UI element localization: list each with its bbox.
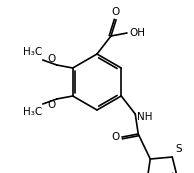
Text: O: O xyxy=(112,7,120,17)
Text: OH: OH xyxy=(129,28,145,38)
Text: O: O xyxy=(111,132,119,142)
Text: S: S xyxy=(175,144,182,154)
Text: H₃C: H₃C xyxy=(23,47,42,57)
Text: O: O xyxy=(48,54,56,64)
Text: H₃C: H₃C xyxy=(23,107,42,117)
Text: NH: NH xyxy=(137,112,153,122)
Text: O: O xyxy=(48,100,56,110)
